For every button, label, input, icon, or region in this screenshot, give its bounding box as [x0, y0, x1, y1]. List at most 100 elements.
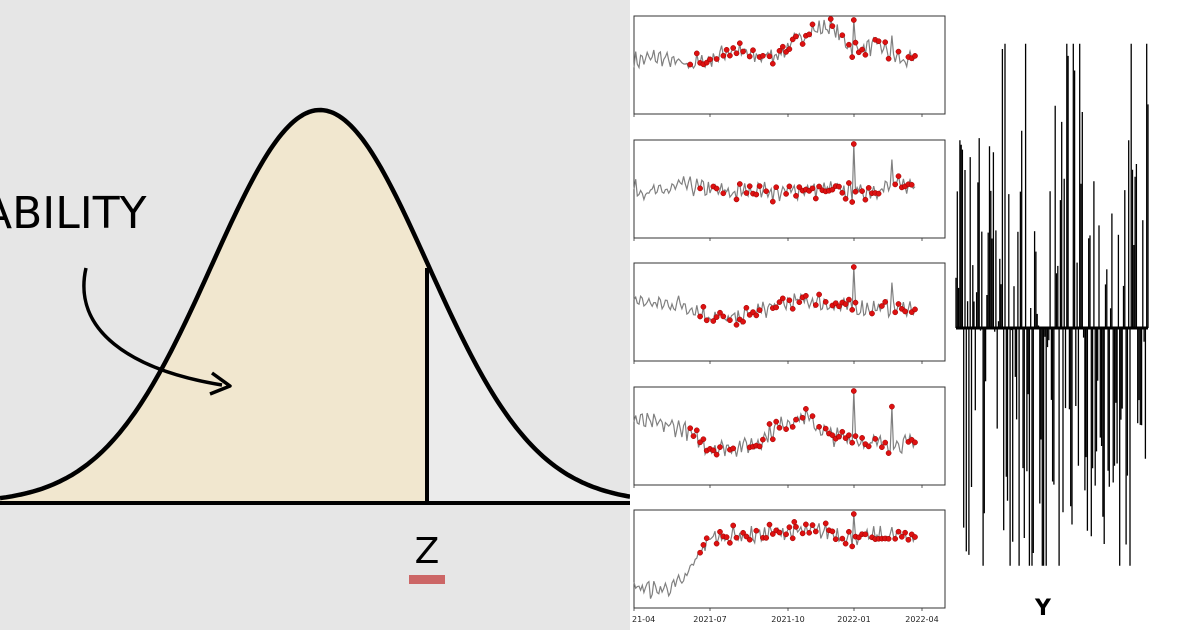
anomaly-marker — [766, 421, 773, 427]
anomaly-marker — [809, 21, 816, 28]
anomaly-marker — [717, 528, 723, 535]
anomaly-marker — [885, 450, 892, 456]
normal-distribution-illustration: ABILITY Z — [0, 0, 630, 630]
anomaly-marker — [743, 304, 750, 311]
anomaly-marker — [763, 188, 770, 195]
anomaly-marker — [862, 531, 869, 538]
anomaly-marker — [829, 528, 836, 535]
anomaly-marker — [773, 304, 780, 311]
anomaly-marker — [849, 306, 856, 313]
anomaly-marker — [852, 188, 859, 195]
anomaly-marker — [822, 425, 829, 432]
anomaly-marker — [846, 432, 852, 439]
anomaly-marker — [872, 436, 879, 442]
anomaly-marker — [710, 318, 717, 324]
anomaly-marker — [793, 192, 799, 199]
anomaly-marker — [733, 321, 740, 328]
anomaly-marker — [746, 183, 753, 190]
anomaly-marker — [892, 535, 899, 542]
anomaly-marker — [756, 307, 763, 313]
anomaly-marker — [850, 17, 857, 23]
anomaly-marker — [766, 53, 773, 60]
anomaly-marker — [756, 183, 763, 189]
anomaly-marker — [846, 528, 852, 535]
anomaly-marker — [763, 535, 770, 541]
anomaly-marker — [839, 32, 846, 39]
anomaly-marker — [773, 418, 780, 425]
anomaly-marker — [727, 317, 733, 324]
anomaly-marker — [812, 195, 819, 202]
anomaly-marker — [812, 302, 819, 308]
anomaly-marker — [849, 439, 856, 446]
anomaly-marker — [713, 451, 720, 458]
anomaly-marker — [687, 425, 694, 432]
anomaly-marker — [776, 529, 783, 536]
anomaly-marker — [760, 436, 766, 443]
anomaly-marker — [846, 41, 852, 48]
anomaly-marker — [842, 301, 849, 307]
anomaly-marker — [816, 291, 822, 298]
anomaly-marker — [796, 299, 803, 306]
anomaly-marker — [852, 433, 859, 439]
anomaly-marker — [756, 443, 763, 450]
anomaly-marker — [783, 426, 789, 432]
anomaly-marker — [895, 48, 902, 55]
anomaly-marker — [786, 183, 793, 190]
anomaly-marker — [859, 435, 865, 441]
anomaly-marker — [713, 56, 720, 62]
series-frame-4 — [633, 386, 946, 486]
anomaly-marker — [740, 529, 746, 536]
anomaly-marker — [730, 522, 737, 529]
z-label: Z — [415, 531, 440, 572]
anomaly-marker — [723, 46, 730, 53]
anomaly-marker — [803, 292, 809, 299]
anomaly-marker — [700, 303, 707, 310]
time-series-panel: 21-04 2021-07 2021-10 2022-01 2022-04 Y — [630, 0, 1200, 630]
anomaly-marker — [707, 56, 713, 63]
anomaly-marker — [760, 52, 766, 59]
arrow-shaft — [82, 267, 223, 387]
anomaly-marker — [895, 301, 902, 307]
anomaly-marker — [769, 531, 776, 537]
anomaly-marker — [799, 41, 806, 47]
anomaly-marker — [809, 522, 816, 528]
x-tick-label: 21-04 — [632, 615, 655, 624]
anomaly-marker — [885, 55, 892, 62]
anomaly-marker — [849, 543, 856, 550]
anomaly-marker — [836, 303, 842, 310]
anomaly-marker — [852, 299, 859, 306]
anomaly-marker — [869, 310, 875, 317]
anomaly-marker — [697, 185, 703, 192]
anomaly-marker — [806, 529, 813, 536]
anomaly-marker — [803, 406, 809, 412]
anomaly-marker — [786, 297, 793, 304]
anomaly-marker — [882, 439, 889, 446]
anomaly-marker — [710, 447, 717, 454]
anomaly-marker — [766, 521, 773, 528]
anomaly-marker — [713, 185, 720, 192]
anomaly-marker — [783, 191, 789, 197]
anomaly-marker — [842, 195, 849, 202]
anomaly-marker — [809, 185, 816, 192]
anomaly-marker — [700, 436, 707, 443]
anomaly-marker — [713, 540, 720, 547]
anomaly-marker — [736, 40, 743, 47]
impulse-xlabel: Y — [1034, 596, 1052, 621]
arrow-head-icon — [209, 371, 232, 396]
anomaly-marker — [727, 52, 733, 59]
tail-area — [427, 262, 630, 503]
anomaly-marker — [849, 199, 856, 205]
anomaly-marker — [693, 50, 700, 57]
anomaly-marker — [693, 427, 700, 434]
anomaly-marker — [862, 51, 869, 58]
anomaly-marker — [799, 530, 806, 537]
anomaly-marker — [889, 403, 895, 410]
anomaly-marker — [846, 180, 852, 186]
anomaly-marker — [895, 173, 902, 180]
anomaly-marker — [859, 46, 865, 53]
anomaly-marker — [713, 314, 720, 320]
anomaly-marker — [912, 306, 918, 313]
anomaly-marker — [753, 527, 760, 534]
anomaly-marker — [879, 444, 885, 451]
anomaly-marker — [829, 186, 836, 193]
